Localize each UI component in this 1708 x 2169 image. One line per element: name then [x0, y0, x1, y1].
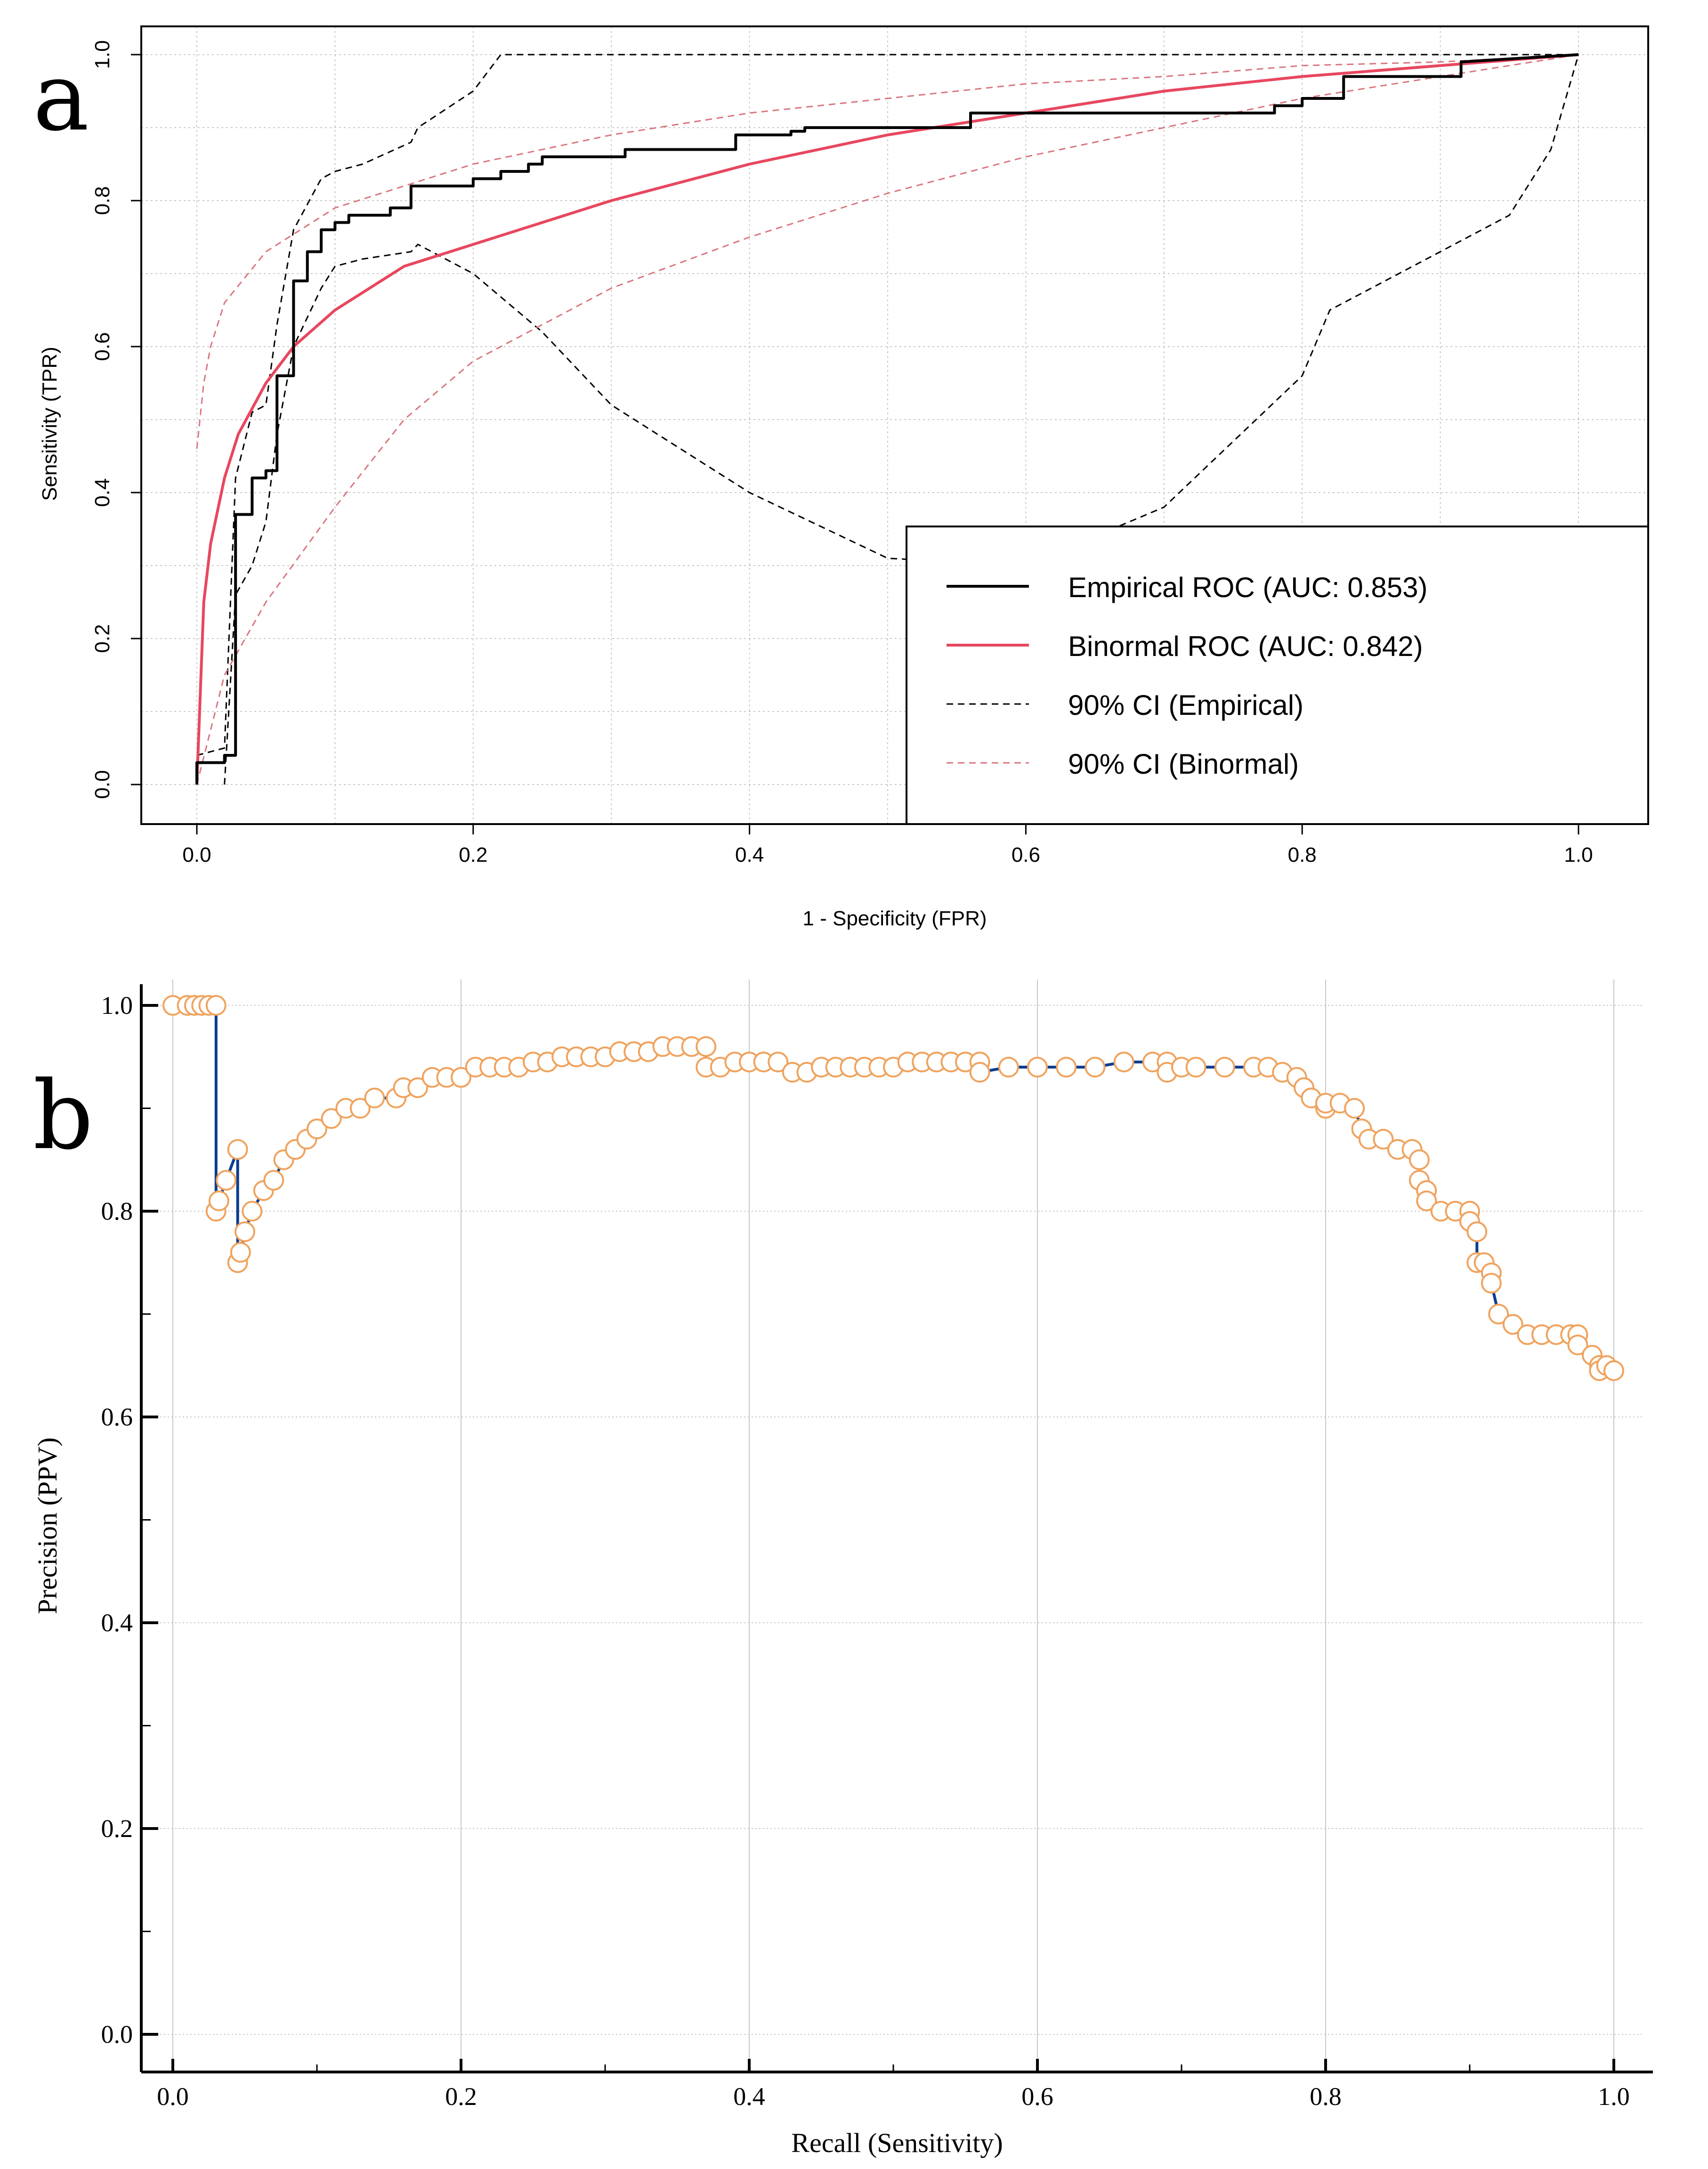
panel-a-roc-chart: a 0.0 0.2 0.4 0.6 0.8 1.0 0.00.20.40.60.81.0 … [33, 25, 1649, 930]
pr-point-marker [696, 1036, 717, 1057]
x-tick-label: 0.6 [1021, 2082, 1053, 2111]
panel-b-series [162, 995, 1624, 1381]
pr-point-marker [1027, 1057, 1048, 1078]
y-tick-label: 0.6 [91, 332, 114, 361]
pr-point-marker [1603, 1360, 1624, 1381]
x-tick-label: 0.0 [182, 843, 211, 866]
pr-point-marker [1488, 1303, 1509, 1325]
y-tick-label: 0.0 [101, 2020, 133, 2048]
panel-b-precision-recall-chart: b 0.0 0.2 0.4 0.6 0.8 1.0 0.00.20.40.60.81.0 … [32, 979, 1653, 2158]
legend-label-empirical-roc: Empirical ROC (AUC: 0.853) [1068, 572, 1428, 603]
pr-point-marker [1502, 1314, 1523, 1335]
pr-point-marker [321, 1108, 342, 1129]
pr-point-marker [1085, 1057, 1106, 1078]
pr-point-marker [407, 1077, 429, 1098]
legend-box [906, 526, 1649, 825]
panel-b-y-axis-label: Precision (PPV) [32, 1437, 63, 1614]
pr-point-marker [1373, 1129, 1394, 1150]
ci-empirical-upper-line [196, 54, 1578, 756]
pr-point-marker [349, 1098, 371, 1119]
x-tick-label: 0.8 [1288, 843, 1317, 866]
y-tick-label: 0.8 [91, 186, 114, 215]
ci-binormal-upper-line [196, 54, 1579, 449]
panel-a-y-ticks: 0.0 0.2 0.4 0.6 0.8 1.0 [91, 40, 141, 799]
x-tick-label: 0.0 [157, 2082, 189, 2111]
ci-binormal-lower-line [196, 54, 1579, 785]
binormal-roc-line [195, 53, 1579, 785]
pr-point-marker [205, 995, 227, 1016]
pr-point-marker [208, 1190, 229, 1212]
panel-b-y-ticks: 0.0 0.2 0.4 0.6 0.8 1.0 [101, 991, 158, 2048]
pr-point-marker [242, 1201, 263, 1222]
y-tick-label: 0.4 [91, 478, 114, 507]
pr-point-marker [307, 1118, 327, 1140]
y-tick-label: 0.2 [91, 624, 114, 653]
x-tick-label: 0.4 [733, 2082, 765, 2111]
y-tick-label: 0.8 [101, 1197, 133, 1225]
pr-point-marker [1113, 1052, 1134, 1073]
empirical-roc-line [195, 53, 1579, 785]
pr-point-marker [998, 1057, 1019, 1078]
panel-a-legend: Empirical ROC (AUC: 0.853) Binormal ROC … [906, 526, 1649, 825]
pr-point-marker [1416, 1190, 1437, 1212]
pr-point-marker [1481, 1272, 1502, 1294]
x-tick-label: 0.2 [445, 2082, 477, 2111]
pr-point-marker [1056, 1057, 1077, 1078]
legend-label-ci-empirical: 90% CI (Empirical) [1068, 689, 1303, 721]
y-tick-label: 0.6 [101, 1403, 133, 1431]
pr-point-marker [216, 1170, 237, 1191]
panel-b-grid [141, 979, 1643, 2072]
panel-a-series [195, 53, 1579, 785]
pr-point-marker [451, 1067, 471, 1088]
pr-point-marker [1344, 1098, 1365, 1119]
y-tick-label: 1.0 [101, 991, 133, 1020]
panel-a-y-axis-label: Sensitivity (TPR) [38, 347, 61, 501]
pr-point-marker [1408, 1149, 1430, 1170]
pr-point-marker [1466, 1221, 1488, 1242]
panel-b-letter: b [33, 1061, 93, 1171]
pr-point-marker [227, 1139, 248, 1160]
pr-point-marker [263, 1170, 284, 1191]
y-tick-label: 0.0 [91, 770, 114, 799]
x-tick-label: 0.4 [735, 843, 764, 866]
y-tick-label: 1.0 [91, 40, 114, 69]
panel-a-letter: a [33, 42, 89, 152]
legend-label-ci-binormal: 90% CI (Binormal) [1068, 748, 1299, 780]
panel-b-x-axis-label: Recall (Sensitivity) [791, 2128, 1003, 2158]
pr-point-marker [1185, 1057, 1206, 1078]
x-tick-label: 0.2 [459, 843, 487, 866]
x-tick-label: 1.0 [1598, 2082, 1630, 2111]
legend-label-binormal-roc: Binormal ROC (AUC: 0.842) [1068, 631, 1423, 662]
x-tick-label: 0.6 [1012, 843, 1040, 866]
panel-b-x-ticks: 0.0 0.2 0.4 0.6 0.8 1.0 [157, 2059, 1630, 2111]
panel-a-frame [140, 25, 1649, 825]
panel-a-x-ticks: 0.0 0.2 0.4 0.6 0.8 1.0 [182, 824, 1593, 866]
pr-point-marker [1567, 1335, 1588, 1356]
ci-empirical-lower-line [224, 54, 1579, 785]
panel-a-x-axis-label: 1 - Specificity (FPR) [802, 907, 987, 930]
pr-point-marker [235, 1221, 255, 1242]
pr-point-marker [230, 1242, 251, 1263]
pr-point-marker [768, 1052, 789, 1073]
x-tick-label: 1.0 [1564, 843, 1593, 866]
y-tick-label: 0.4 [101, 1609, 133, 1637]
pr-point-marker [969, 1062, 990, 1083]
y-tick-label: 0.2 [101, 1814, 133, 1843]
pr-point-marker [1214, 1057, 1235, 1078]
x-tick-label: 0.8 [1310, 2082, 1342, 2111]
pr-point-marker [364, 1087, 385, 1109]
